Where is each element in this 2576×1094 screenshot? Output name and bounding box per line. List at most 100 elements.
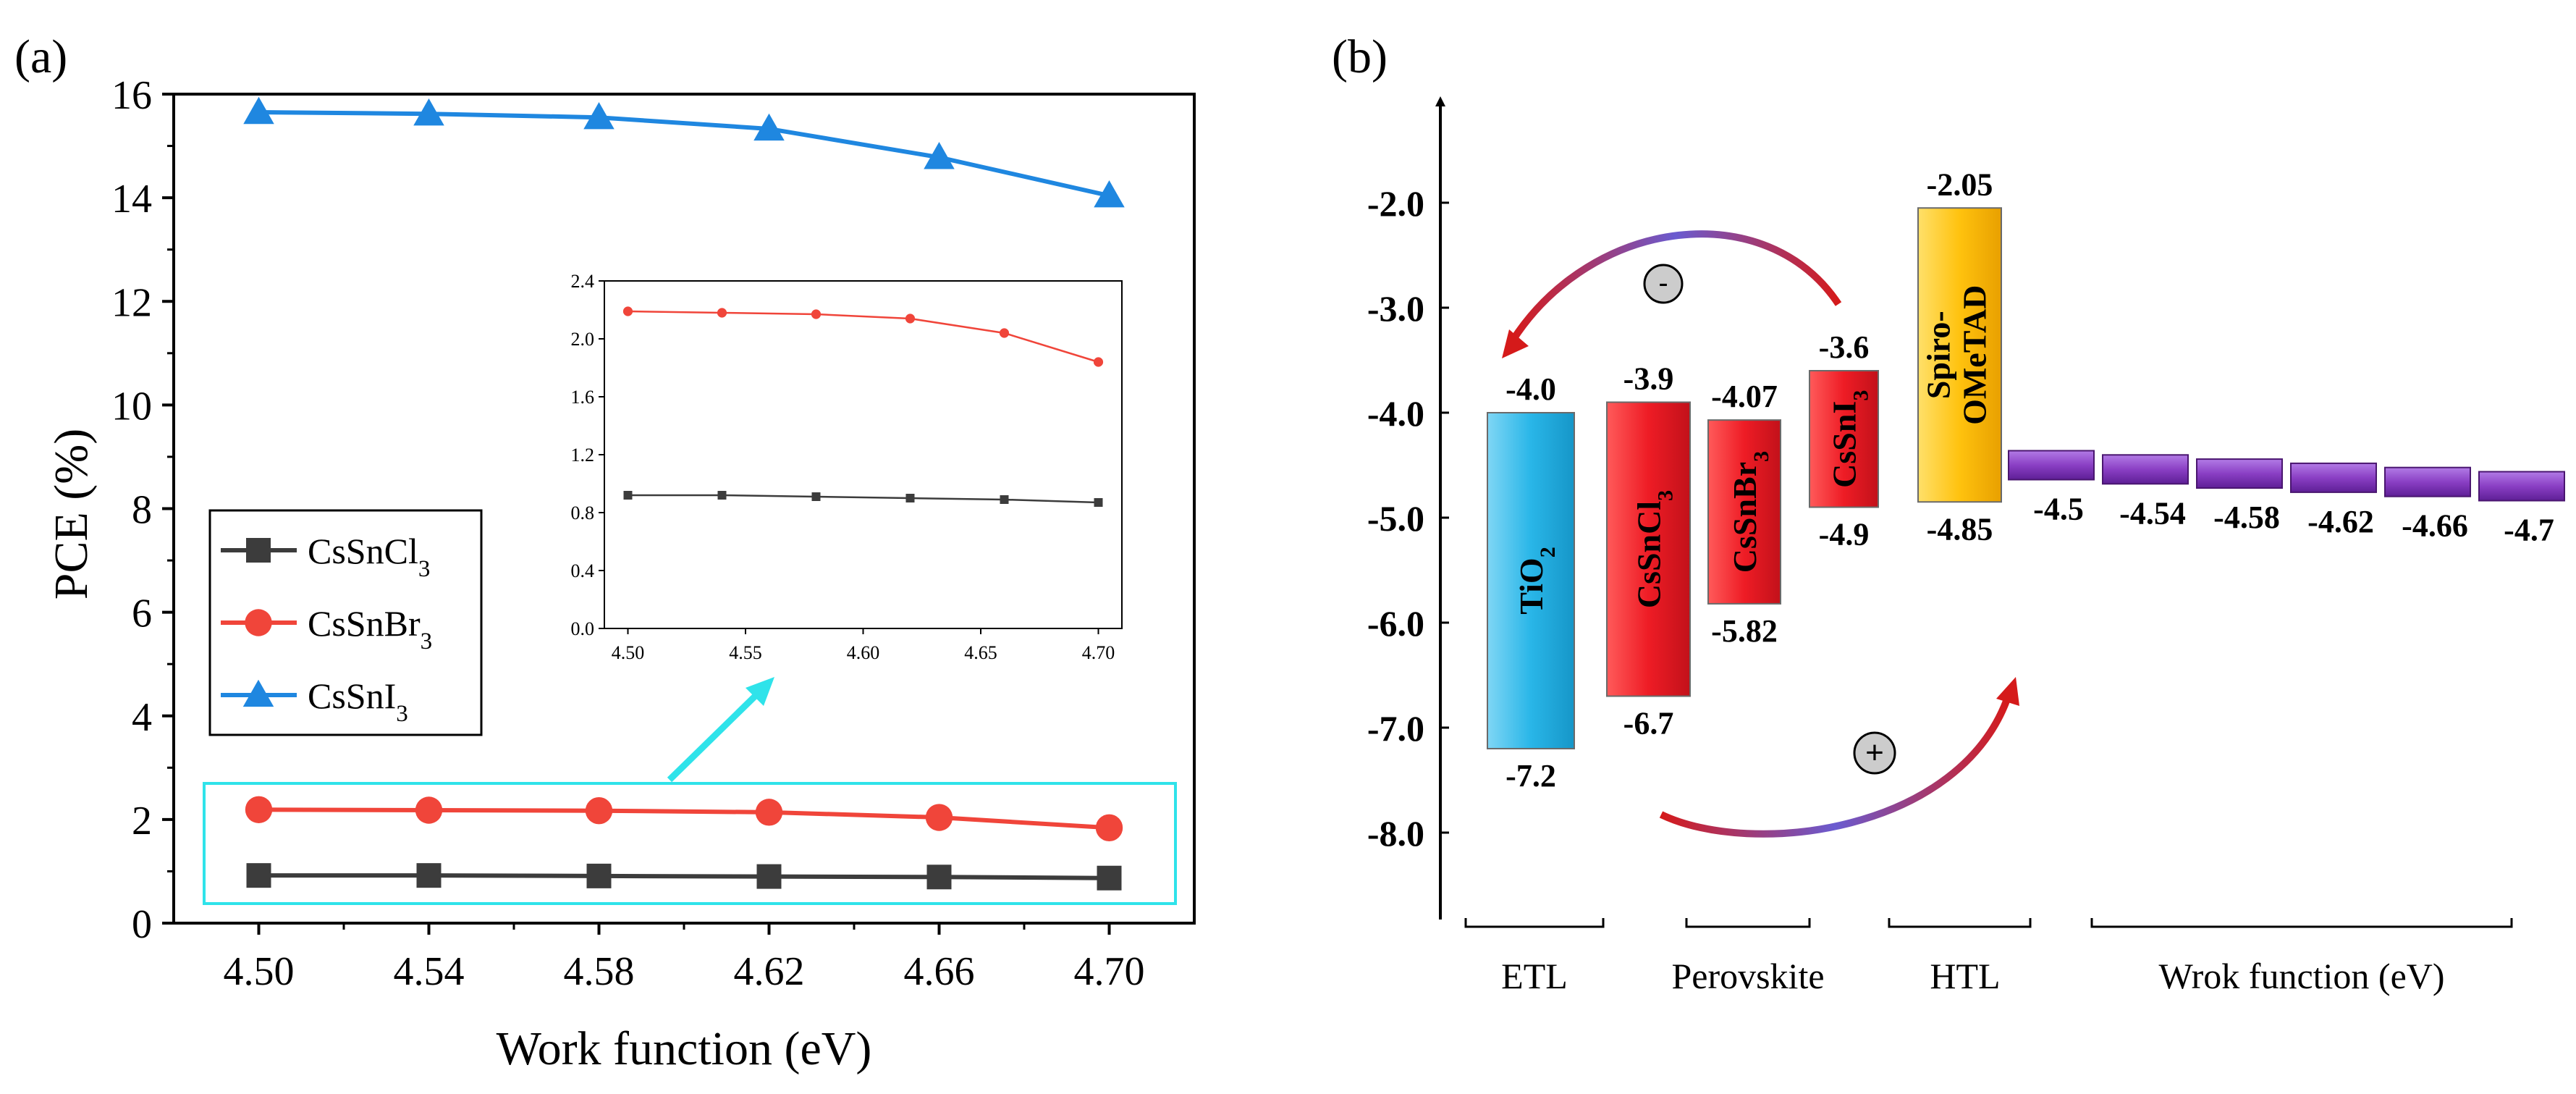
inset-y-tick-label: 0.4 bbox=[571, 560, 595, 581]
data-point bbox=[585, 797, 613, 825]
layer-bottom-level: -4.85 bbox=[1927, 511, 1993, 547]
bracket-perovskite bbox=[1685, 918, 1811, 928]
x-tick-label: 4.54 bbox=[394, 949, 465, 994]
layer-top-level: -3.9 bbox=[1623, 361, 1674, 397]
legend-marker bbox=[246, 538, 271, 563]
y-tick-label: 12 bbox=[111, 280, 152, 325]
work-function-label: -4.54 bbox=[2119, 495, 2186, 531]
svg-text:+: + bbox=[1865, 735, 1884, 770]
zoom-arrow-shaft bbox=[667, 685, 767, 783]
y-tick-label: 0 bbox=[132, 902, 152, 947]
layer-cssncl: CsSnCl3 -3.9 -6.7 bbox=[1606, 361, 1691, 741]
layer-name: CsSnI3 bbox=[1826, 390, 1873, 488]
group-label-etl: ETL bbox=[1501, 956, 1568, 996]
inset-data-point bbox=[811, 492, 821, 501]
inset-x-tick-label: 4.55 bbox=[729, 642, 762, 663]
x-axis-ticks: 4.50 4.54 4.58 4.62 4.66 4.70 bbox=[224, 923, 1145, 994]
work-function-label: -4.7 bbox=[2504, 513, 2554, 548]
work-function-level: -4.58 bbox=[2196, 458, 2283, 535]
energy-tick-label: -6.0 bbox=[1367, 603, 1424, 644]
energy-tick-label: -5.0 bbox=[1367, 498, 1424, 539]
data-point bbox=[756, 864, 782, 889]
data-point bbox=[753, 113, 785, 141]
inset-data-point bbox=[905, 314, 916, 324]
electron-transfer-arrow bbox=[1509, 230, 1842, 342]
x-tick-label: 4.58 bbox=[564, 949, 635, 994]
data-point bbox=[413, 98, 444, 126]
data-point bbox=[926, 864, 952, 890]
group-label-perovskite: Perovskite bbox=[1671, 956, 1824, 996]
work-function-label: -4.62 bbox=[2307, 504, 2374, 539]
data-point bbox=[416, 863, 442, 888]
y-tick-label: 8 bbox=[132, 488, 152, 533]
layer-top-level: -4.0 bbox=[1506, 371, 1556, 407]
series-layer bbox=[243, 96, 1125, 891]
inset-data-point bbox=[1094, 498, 1103, 507]
energy-axis-ticks: -2.0 -3.0 -4.0 -5.0 -6.0 -7.0 -8.0 bbox=[1367, 183, 1449, 854]
electron-arrowhead bbox=[1502, 329, 1529, 358]
legend-label: CsSnI3 bbox=[308, 676, 408, 727]
work-function-level: -4.62 bbox=[2290, 462, 2377, 539]
inset-line-CsSnBr3 bbox=[628, 310, 1099, 363]
layer-top-level: -2.05 bbox=[1927, 167, 1993, 202]
bracket-work-function bbox=[2090, 918, 2513, 928]
data-point bbox=[246, 863, 271, 888]
panel-a-label: (a) bbox=[14, 30, 67, 83]
layer-bottom-level: -6.7 bbox=[1623, 706, 1674, 741]
layer-cssnbr: CsSnBr3 -4.07 -5.82 bbox=[1707, 379, 1781, 649]
energy-tick-label: -8.0 bbox=[1367, 813, 1424, 854]
x-tick-label: 4.66 bbox=[904, 949, 975, 994]
inset-data-point bbox=[717, 491, 727, 500]
work-function-label: -4.58 bbox=[2213, 500, 2280, 535]
layer-bar bbox=[1487, 412, 1575, 749]
group-label-work-function: Wrok function (eV) bbox=[2158, 956, 2444, 996]
inset-y-tick-label: 1.6 bbox=[571, 387, 595, 408]
inset-y-tick-label: 1.2 bbox=[571, 445, 595, 466]
work-function-label: -4.5 bbox=[2033, 492, 2084, 527]
inset-y-tick-label: 0.8 bbox=[571, 502, 595, 523]
data-point bbox=[1097, 865, 1122, 891]
energy-tick-label: -7.0 bbox=[1367, 708, 1424, 749]
layer-bar bbox=[1809, 370, 1879, 508]
data-point bbox=[755, 799, 783, 826]
work-function-label: -4.66 bbox=[2402, 508, 2468, 544]
legend-marker bbox=[242, 679, 274, 707]
inset-data-point bbox=[999, 328, 1010, 338]
inset-x-tick-label: 4.50 bbox=[612, 642, 645, 663]
inset-data-point bbox=[1093, 357, 1104, 367]
inset-y-tick-label: 2.0 bbox=[571, 329, 595, 350]
legend-marker bbox=[245, 609, 272, 636]
x-axis-label: Work function (eV) bbox=[497, 1022, 872, 1075]
y-tick-label: 14 bbox=[111, 177, 152, 222]
layer-bottom-level: -5.82 bbox=[1711, 613, 1778, 649]
layer-bottom-level: -7.2 bbox=[1506, 758, 1556, 794]
layer-top-level: -4.07 bbox=[1711, 379, 1778, 414]
energy-tick-label: -2.0 bbox=[1367, 183, 1424, 224]
panel-b: (b) -2.0 -3.0 -4.0 -5.0 -6.0 -7.0 -8.0 - + TiO… bbox=[1332, 30, 2565, 996]
work-function-level: -4.7 bbox=[2478, 471, 2565, 548]
bracket-htl bbox=[1888, 918, 2032, 928]
x-tick-label: 4.70 bbox=[1074, 949, 1145, 994]
data-point bbox=[1095, 814, 1123, 842]
data-point bbox=[243, 96, 274, 125]
layer-spiro: Spiro- OMeTAD -2.05 -4.85 bbox=[1917, 167, 2002, 547]
inset-plot: 0.0 0.4 0.8 1.2 1.6 2.0 2.4 4.50 4.55 4.60 4.65 4.7… bbox=[571, 271, 1123, 663]
data-point bbox=[586, 863, 612, 888]
energy-tick-label: -4.0 bbox=[1367, 393, 1424, 434]
y-tick-label: 10 bbox=[111, 384, 152, 429]
legend-label: CsSnCl3 bbox=[308, 531, 430, 582]
bracket-etl bbox=[1464, 918, 1605, 928]
inset-data-point bbox=[1000, 495, 1009, 504]
inset-y-tick-label: 0.0 bbox=[571, 618, 595, 639]
layer-name: TiO2 bbox=[1513, 547, 1560, 614]
hole-transfer-arrow bbox=[1659, 694, 2012, 838]
work-function-bar bbox=[2196, 458, 2283, 489]
highlight-box bbox=[203, 782, 1177, 905]
inset-x-tick-label: 4.70 bbox=[1082, 642, 1115, 663]
work-function-levels: -4.5 -4.54 -4.58 -4.62 -4.66 -4.7 bbox=[2008, 450, 2565, 548]
layer-name: CsSnCl3 bbox=[1631, 490, 1678, 608]
electron-symbol: - bbox=[1643, 264, 1684, 304]
inset-frame bbox=[604, 280, 1123, 629]
inset-x-tick-label: 4.60 bbox=[847, 642, 880, 663]
